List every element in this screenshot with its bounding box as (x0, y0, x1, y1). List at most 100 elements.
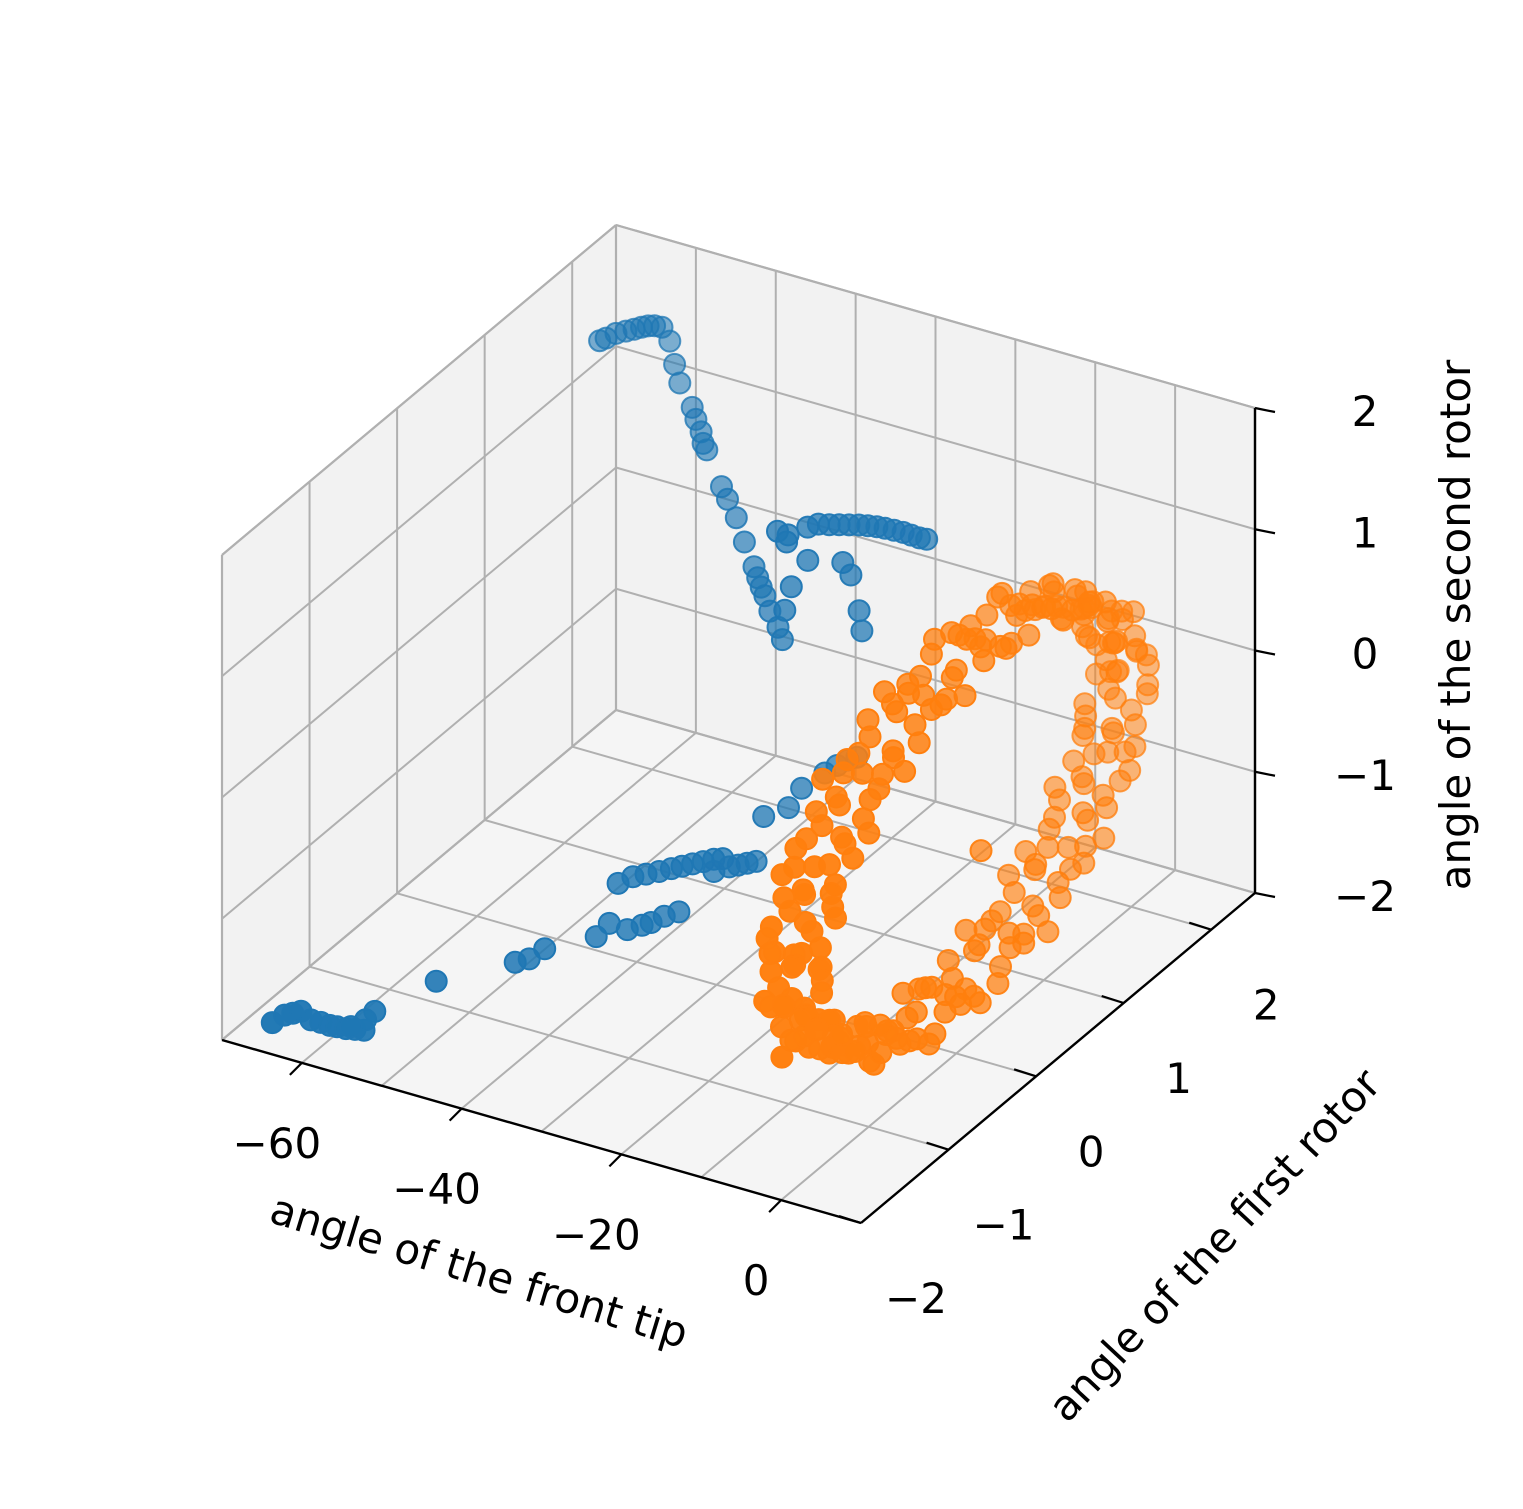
data-point (857, 821, 881, 845)
x-tick (289, 1062, 303, 1076)
x-tick (608, 1153, 623, 1168)
y-grid-floor (571, 745, 1212, 931)
data-point (780, 955, 804, 979)
data-point (777, 796, 800, 820)
z-tick (1254, 770, 1276, 777)
data-point (940, 666, 964, 690)
data-point (810, 814, 834, 838)
data-point (744, 849, 768, 873)
z-tick (1254, 406, 1276, 414)
data-point (732, 530, 756, 554)
y-tick (1101, 994, 1125, 1005)
y-tick-label: −1 (973, 1201, 1035, 1250)
data-point (885, 700, 909, 724)
x-grid-floor (460, 777, 857, 1110)
data-point (1091, 783, 1115, 807)
z-grid-left (221, 224, 617, 556)
z-axis-label: angle of the second rotor (1431, 359, 1480, 890)
data-point (667, 900, 691, 924)
z-tick-label: 0 (1352, 630, 1379, 679)
data-point (915, 527, 939, 551)
data-point (988, 900, 1012, 924)
data-point (989, 955, 1012, 979)
y-tick-label: 1 (1165, 1054, 1192, 1103)
y-tick (1188, 921, 1212, 931)
y-tick (1013, 1068, 1037, 1078)
data-point (1092, 826, 1116, 850)
data-point (893, 759, 917, 783)
data-point (907, 731, 931, 755)
x-grid-floor (381, 754, 777, 1087)
data-point (897, 681, 920, 705)
data-point (1073, 692, 1097, 716)
data-point (831, 761, 855, 785)
z-grid-back (615, 587, 1256, 773)
z-tick (1254, 891, 1276, 899)
x-axis-line (221, 1038, 862, 1225)
data-point (824, 906, 847, 930)
data-point (770, 628, 794, 652)
data-point (1012, 922, 1036, 946)
axis-lines (221, 406, 1276, 1225)
z-tick-label: 2 (1352, 387, 1379, 436)
x-tick (768, 1199, 782, 1213)
x-tick-label: 0 (743, 1256, 770, 1305)
data-point (784, 836, 808, 860)
data-point (828, 793, 851, 817)
z-tick-label: 1 (1352, 508, 1379, 557)
data-point (790, 776, 814, 800)
z-grid-left (221, 345, 617, 678)
data-point (997, 863, 1021, 887)
data-point (1136, 673, 1160, 697)
data-point (716, 487, 739, 511)
data-point (803, 855, 826, 879)
data-point (770, 863, 794, 887)
z-grid-back (615, 345, 1256, 531)
data-point (858, 725, 882, 749)
z-tick-label: −2 (1334, 872, 1396, 921)
data-point (1071, 801, 1095, 825)
y-axis-line (860, 892, 1256, 1224)
data-point (1100, 716, 1124, 740)
data-point (658, 329, 682, 353)
data-point (339, 1015, 363, 1039)
data-point (1062, 749, 1086, 773)
data-point (1005, 603, 1029, 627)
z-grid-back (615, 224, 1256, 409)
data-point (843, 1040, 867, 1063)
data-point (847, 599, 871, 623)
x-tick-label: −60 (233, 1119, 322, 1168)
data-point (1040, 597, 1063, 621)
data-point (668, 371, 692, 395)
data-point (1123, 735, 1147, 758)
data-point (533, 937, 557, 961)
data-point (841, 846, 865, 870)
data-point (804, 1018, 828, 1042)
y-grid-floor (309, 965, 949, 1151)
z-grid-left (221, 587, 617, 920)
data-point (424, 969, 448, 993)
data-point (839, 563, 863, 587)
x-tick (448, 1107, 463, 1122)
data-point (969, 839, 993, 863)
data-point (1105, 660, 1129, 684)
y-tick-label: 0 (1078, 1127, 1105, 1176)
data-point (850, 761, 874, 785)
grid-lines (220, 223, 1257, 1224)
data-point (953, 684, 977, 708)
data-point (808, 936, 832, 960)
data-point (796, 548, 820, 572)
data-point (1014, 840, 1038, 863)
y-axis-label: angle of the first rotor (1039, 1059, 1391, 1431)
data-point (975, 603, 999, 627)
z-grid-left (221, 709, 617, 1041)
data-point (972, 649, 996, 673)
data-point (773, 598, 797, 622)
data-point (920, 975, 944, 999)
data-point (811, 767, 835, 791)
data-point (1119, 698, 1143, 722)
data-point (752, 805, 776, 828)
data-point (724, 506, 748, 530)
axis-panes (222, 225, 1255, 1223)
